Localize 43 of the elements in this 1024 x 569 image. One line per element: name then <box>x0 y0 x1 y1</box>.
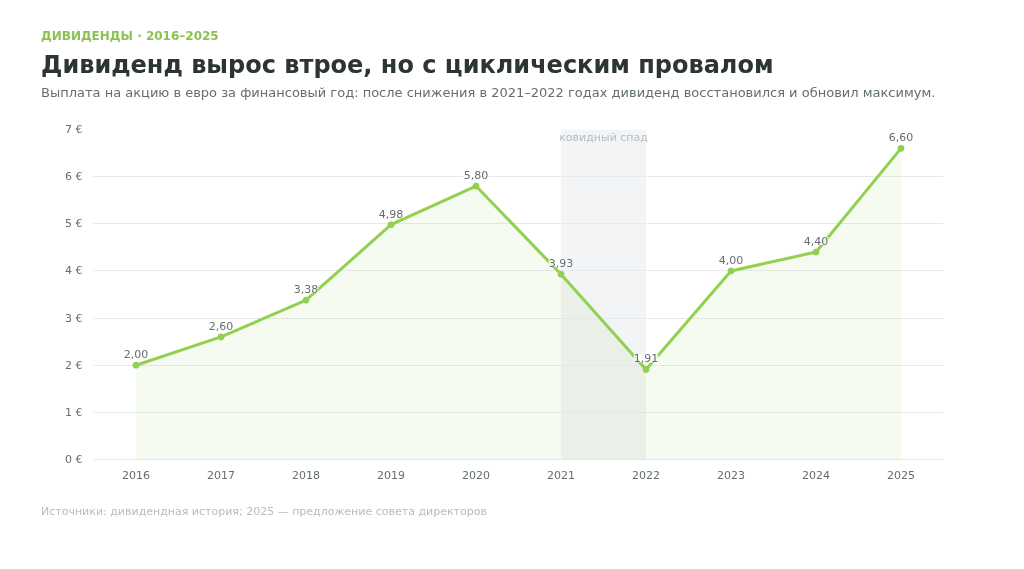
y-tick-label: 1 € <box>65 405 83 419</box>
band-label: ковидный спад <box>559 130 649 144</box>
x-tick-label: 2023 <box>717 468 745 482</box>
point <box>217 333 225 341</box>
data-label: 5,80 <box>463 169 489 183</box>
text: Источники: дивидендная история; 2025 — предложение совета директоров <box>41 504 487 520</box>
point <box>642 365 650 373</box>
point <box>897 144 905 152</box>
point <box>557 270 565 278</box>
data-label: 2,00 <box>123 348 149 362</box>
y-tick-label: 4 € <box>65 264 83 278</box>
chart-title: Дивиденд вырос втрое, но с циклическим провалом <box>41 50 774 81</box>
data-label: 4,40 <box>803 235 829 249</box>
point <box>387 221 395 229</box>
x-tick-label: 2019 <box>377 468 405 482</box>
data-label: 4,00 <box>718 253 744 267</box>
data-label: 3,38 <box>293 283 319 297</box>
y-tick-label: 3 € <box>65 311 83 325</box>
x-tick-label: 2017 <box>207 468 235 482</box>
y-tick-label: 7 € <box>65 123 83 136</box>
x-tick-label: 2022 <box>632 468 660 482</box>
text: ДИВИДЕНДЫ · 2016–2025 <box>41 28 219 45</box>
y-tick-label: 5 € <box>65 217 83 231</box>
x-tick-label: 2025 <box>887 468 915 482</box>
y-tick-label: 0 € <box>65 453 83 466</box>
chart-subtitle: Выплата на акцию в евро за финансовый год: после снижения в 2021–2022 годах дивиденд восстановился и обновил максимум. <box>41 84 936 102</box>
point <box>302 296 310 304</box>
x-tick-label: 2018 <box>292 468 320 482</box>
point <box>472 182 480 190</box>
data-label: 3,93 <box>548 257 574 271</box>
data-label: 4,98 <box>378 207 404 221</box>
point <box>727 267 735 275</box>
x-tick-label: 2016 <box>122 468 150 482</box>
point <box>132 361 140 369</box>
data-label: 1,91 <box>633 352 659 366</box>
point <box>812 248 820 256</box>
x-tick-label: 2024 <box>802 468 830 482</box>
data-label: 6,60 <box>888 131 914 145</box>
y-tick-label: 6 € <box>65 170 83 184</box>
data-label: 2,60 <box>208 319 234 333</box>
x-tick-label: 2020 <box>462 468 490 482</box>
x-tick-label: 2021 <box>547 468 575 482</box>
y-tick-label: 2 € <box>65 358 83 372</box>
